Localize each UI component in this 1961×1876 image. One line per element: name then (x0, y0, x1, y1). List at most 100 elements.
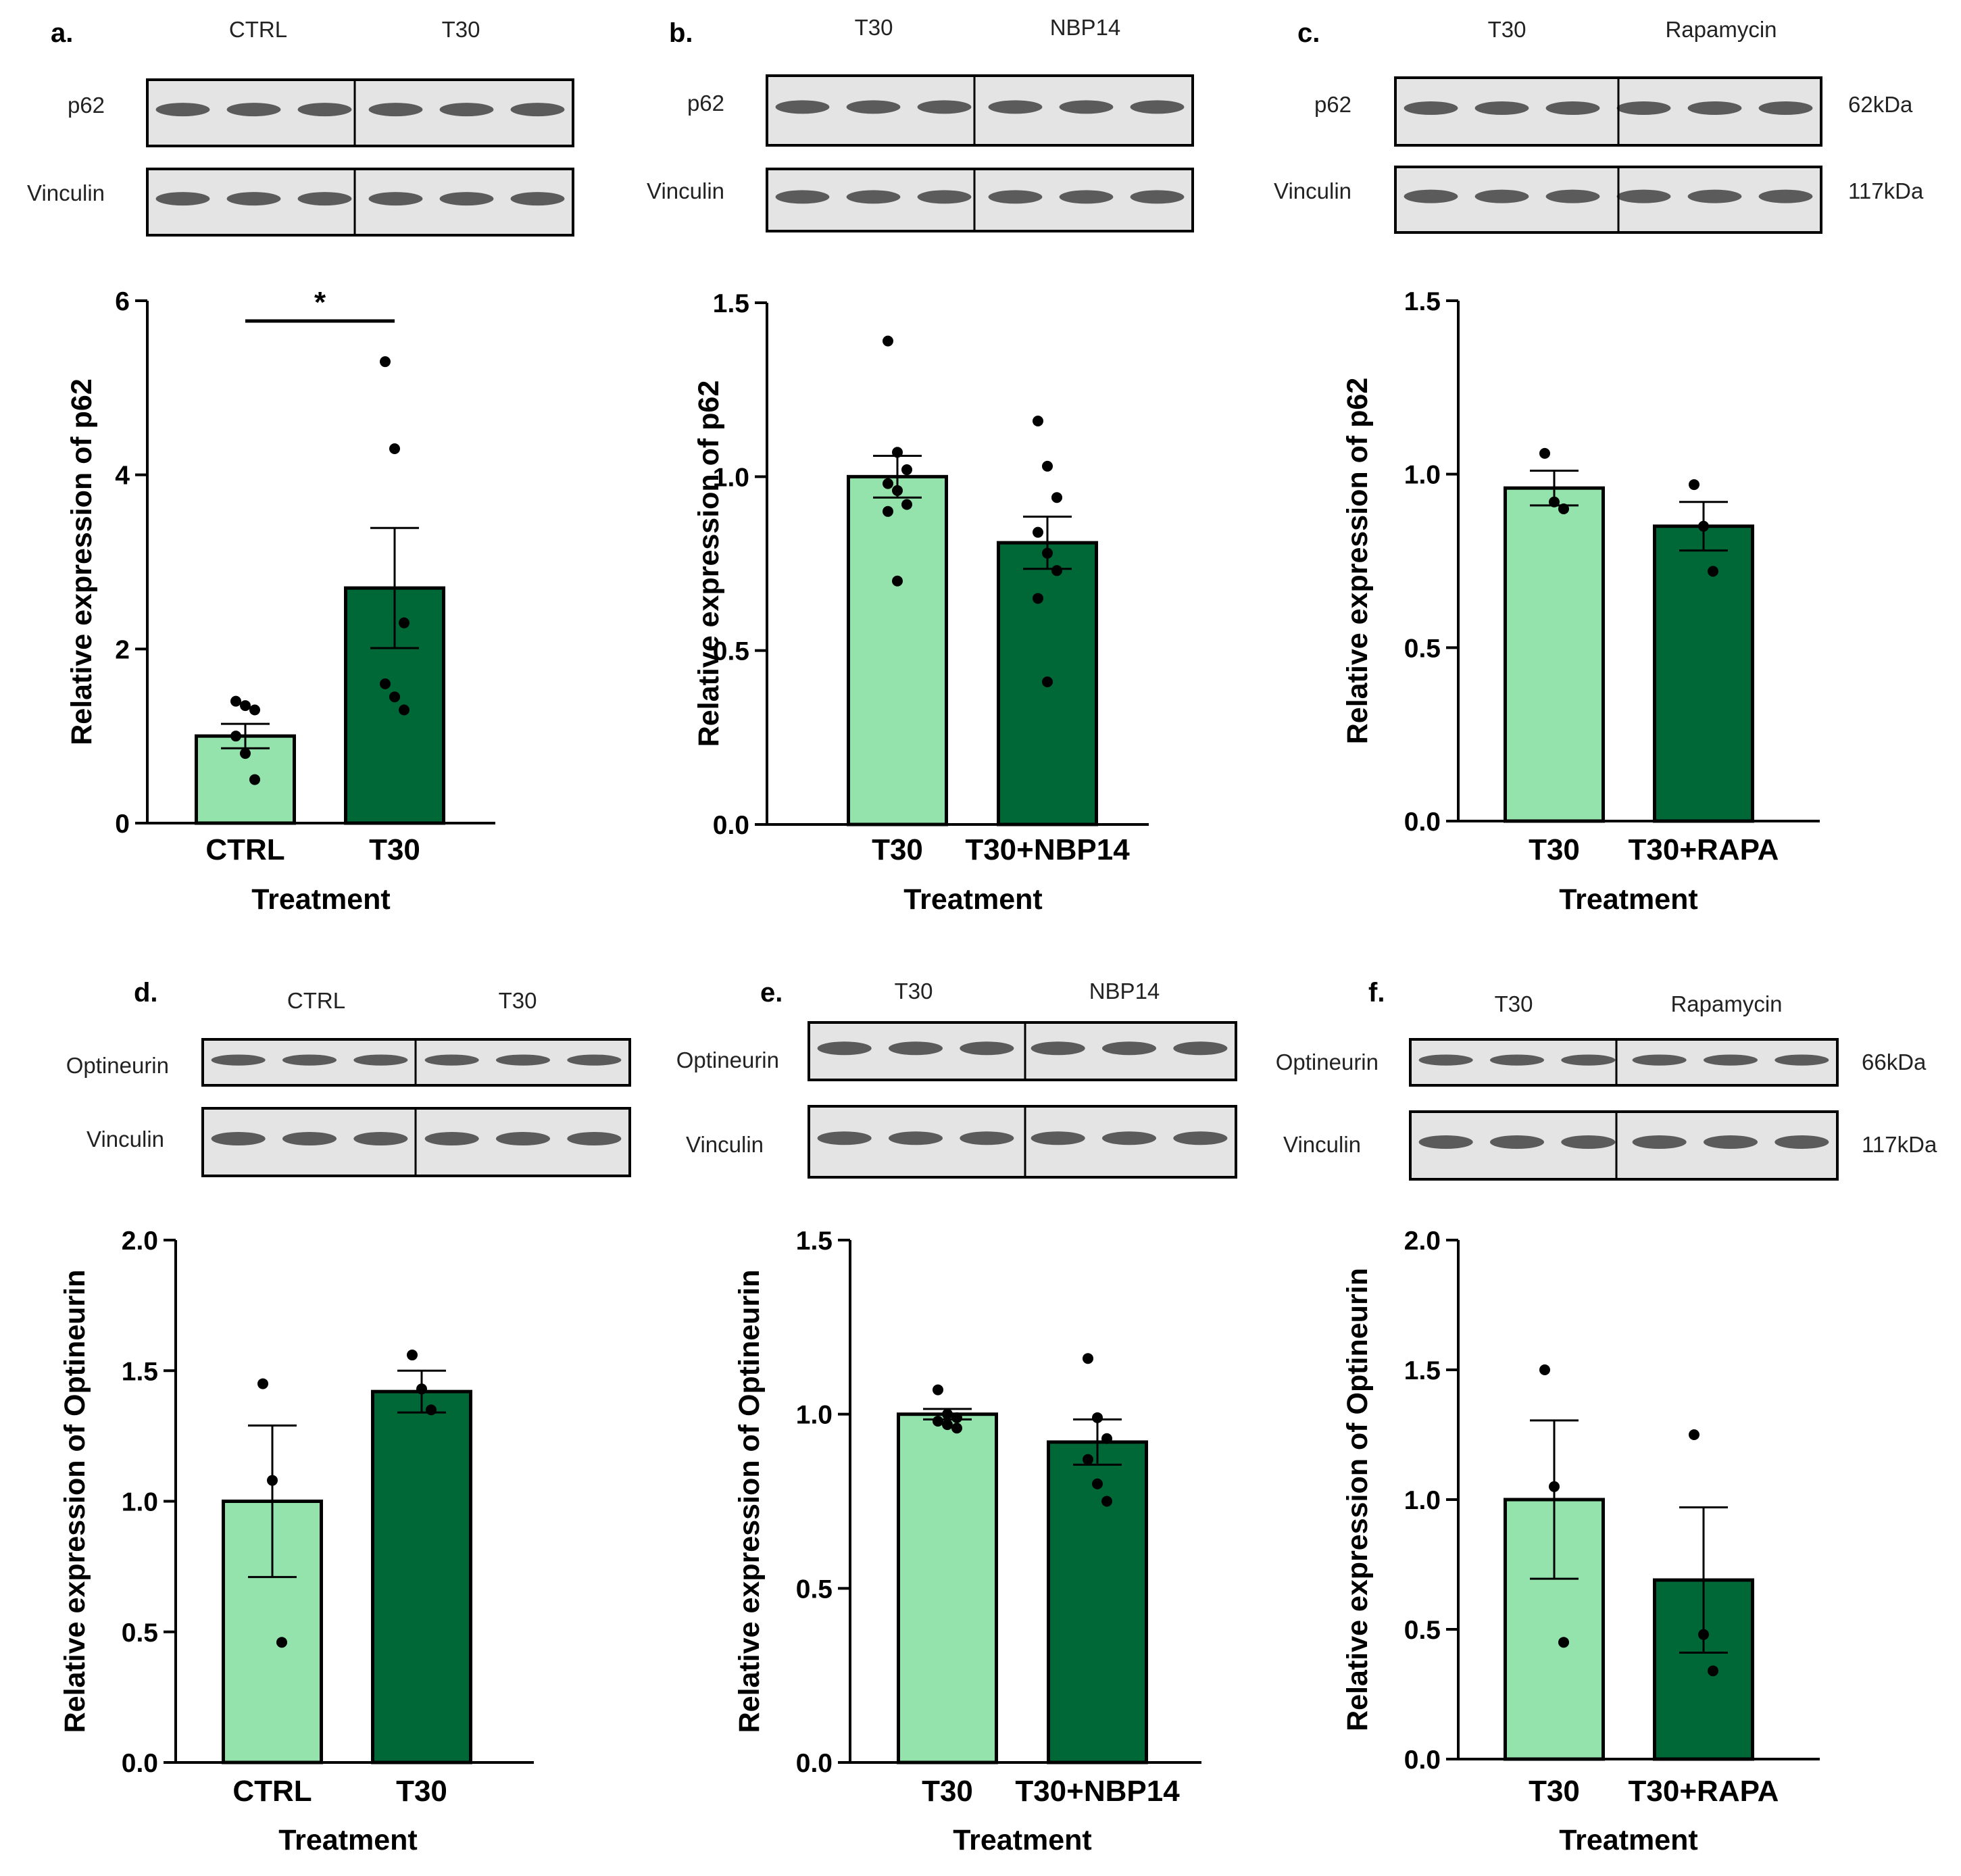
y-tick-label: 1.5 (1404, 287, 1441, 316)
data-point (230, 695, 241, 707)
data-point (1549, 1481, 1560, 1492)
blot-column-label: T30 (1495, 991, 1533, 1016)
data-point (399, 704, 409, 716)
data-point (389, 691, 400, 703)
blot-band (1632, 1054, 1687, 1066)
blot-column-label: NBP14 (1050, 15, 1121, 40)
category-label: T30+NBP14 (1015, 1775, 1180, 1808)
data-point (380, 678, 391, 689)
blot-band (888, 1041, 943, 1056)
y-tick-label: 0.5 (796, 1575, 833, 1604)
blot-band (1474, 189, 1529, 203)
blot-band (1031, 1131, 1085, 1145)
data-point (933, 1384, 943, 1396)
x-axis-title: Treatment (1559, 883, 1698, 916)
data-point (1092, 1478, 1103, 1489)
data-point (1042, 547, 1053, 559)
y-tick-label: 0.0 (1404, 808, 1441, 837)
category-label: T30 (1529, 1775, 1580, 1808)
data-point (892, 447, 903, 458)
data-point (380, 356, 391, 368)
blot-band (1616, 101, 1671, 115)
blot-band (1758, 101, 1813, 115)
y-tick-label: 0.0 (122, 1749, 158, 1778)
western-blot-strip (766, 74, 1194, 147)
data-point (1051, 565, 1062, 576)
blot-row-label: Vinculin (86, 1127, 164, 1152)
western-blot-strip (808, 1105, 1237, 1179)
blot-band (510, 103, 565, 117)
blot-band (1774, 1135, 1829, 1149)
blot-column-label: NBP14 (1089, 979, 1160, 1004)
category-label: T30 (396, 1775, 447, 1808)
y-tick-label: 4 (115, 462, 130, 491)
data-point (1708, 566, 1718, 577)
y-tick-label: 0.0 (796, 1749, 833, 1778)
blot-band (211, 1132, 266, 1145)
data-point (883, 335, 893, 347)
blot-band (1561, 1054, 1616, 1066)
blot-band (297, 103, 352, 117)
blot-band (1561, 1135, 1616, 1149)
y-tick-label: 2.0 (1404, 1227, 1441, 1256)
category-label: T30+RAPA (1629, 1775, 1779, 1808)
blot-band (988, 190, 1043, 204)
blot-band (817, 1041, 872, 1056)
blot-band (1703, 1054, 1758, 1066)
western-blot-strip (1409, 1038, 1839, 1087)
data-point (1558, 503, 1569, 514)
data-point (1033, 526, 1043, 538)
blot-band (495, 1132, 551, 1145)
blot-frame (146, 168, 574, 237)
bar-t30 (897, 1412, 998, 1764)
y-tick-label: 0.5 (1404, 1616, 1441, 1645)
y-tick-label: 1.0 (122, 1488, 158, 1517)
category-label: T30 (872, 833, 923, 866)
bar-t30-rapa (1653, 524, 1754, 823)
data-point (1698, 520, 1709, 532)
blot-band (960, 1041, 1014, 1056)
blot-band (439, 192, 494, 206)
molecular-weight-label: 62kDa (1848, 92, 1913, 117)
molecular-weight-label: 117kDa (1848, 178, 1924, 203)
y-tick-label: 0.5 (713, 637, 749, 666)
blot-column-label: Rapamycin (1665, 17, 1777, 42)
data-point (276, 1637, 287, 1648)
blot-band (1687, 189, 1742, 203)
y-tick-label: 1.0 (1404, 1486, 1441, 1515)
data-point (249, 704, 260, 716)
category-label: CTRL (232, 1775, 312, 1808)
western-blot-strip (201, 1107, 631, 1177)
blot-band (1703, 1135, 1758, 1149)
y-tick-label: 0.5 (122, 1619, 158, 1648)
blot-band (846, 190, 901, 204)
blot-band (211, 1054, 266, 1066)
blot-band (1474, 101, 1529, 115)
data-point (892, 575, 903, 587)
blot-band (817, 1131, 872, 1145)
blot-row-label: Vinculin (27, 180, 105, 205)
y-tick-label: 1.0 (713, 463, 749, 492)
blot-band (1059, 190, 1114, 204)
bar-t30 (1504, 486, 1605, 823)
data-point (1539, 447, 1550, 459)
data-point (389, 443, 400, 455)
category-label: T30+NBP14 (965, 833, 1130, 866)
blot-frame (1394, 76, 1822, 147)
blot-column-label: T30 (855, 15, 893, 40)
blot-band (775, 100, 830, 114)
data-point (1033, 415, 1043, 426)
western-blot-strip (1394, 76, 1822, 147)
blot-band (424, 1132, 479, 1145)
blot-band (1101, 1041, 1157, 1056)
panel-1: a. CTRL T30 p62 Vinculin CTRL T30 0 2 4 6 Relative … (27, 17, 574, 916)
panel-letter: d. (134, 978, 158, 1008)
bar-t30-nbp14 (1047, 1440, 1148, 1764)
blot-row-label: p62 (687, 91, 724, 116)
blot-frame (1409, 1038, 1839, 1087)
y-axis-title: Relative expression of p62 (66, 378, 98, 745)
blot-frame (808, 1021, 1237, 1081)
blot-band (1130, 190, 1185, 204)
panel-letter: f. (1368, 978, 1385, 1008)
y-tick-label: 2.0 (122, 1227, 158, 1256)
